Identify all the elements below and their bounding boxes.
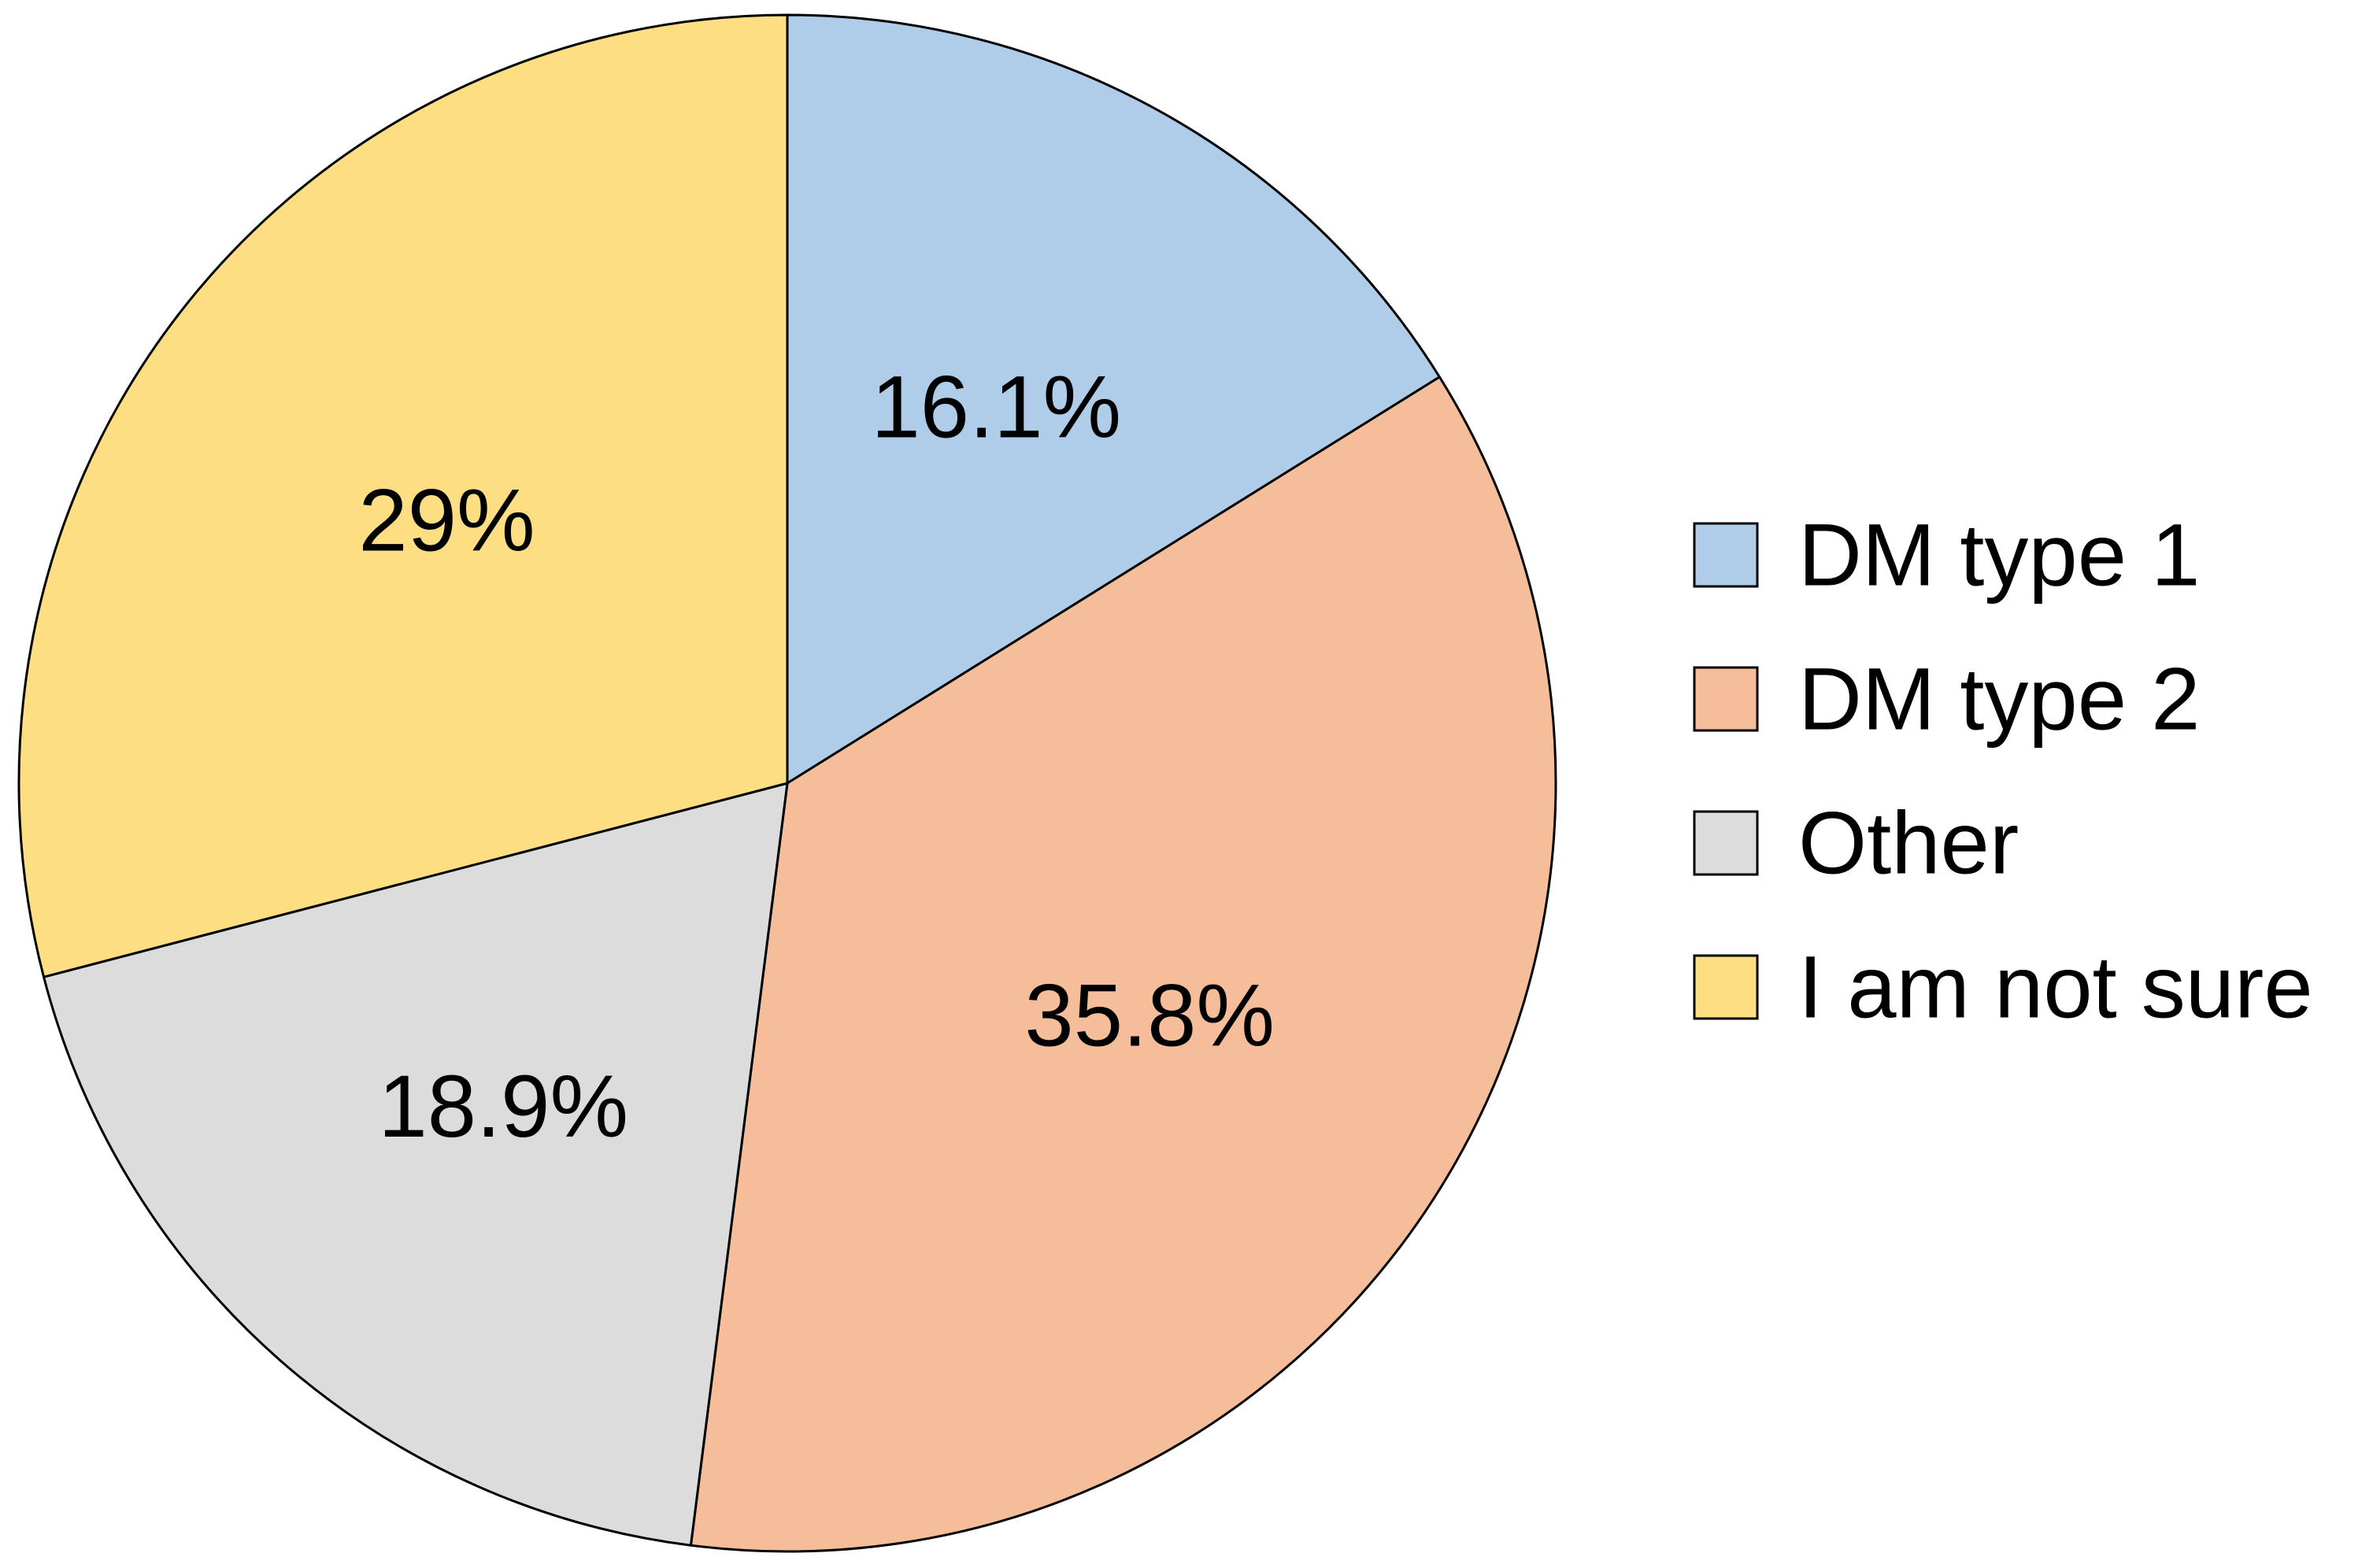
- legend-swatch: [1693, 666, 1759, 732]
- legend-label: DM type 2: [1798, 650, 2200, 749]
- legend-swatch: [1693, 954, 1759, 1020]
- pie-slice-value-label: 35.8%: [1024, 966, 1275, 1064]
- pie-slice-dm-type-2: [689, 375, 1557, 1553]
- legend-label: DM type 1: [1798, 506, 2200, 605]
- legend-item-dm-type-2: DM type 2: [1693, 650, 2200, 749]
- legend-item-dm-type-1: DM type 1: [1693, 506, 2200, 605]
- pie-slice-labels: 16.1% 35.8% 18.9% 29%: [358, 358, 1275, 1156]
- legend-label: I am not sure: [1798, 938, 2313, 1037]
- legend-swatch: [1693, 522, 1759, 588]
- legend-swatch: [1693, 810, 1759, 876]
- legend: DM type 1 DM type 2 Other I am not sure: [1693, 506, 2313, 1037]
- legend-item-other: Other: [1693, 794, 2019, 893]
- legend-label: Other: [1798, 794, 2019, 893]
- legend-item-i-am-not-sure: I am not sure: [1693, 938, 2313, 1037]
- pie-slice-value-label: 16.1%: [872, 358, 1122, 457]
- pie-slice-dm-type-1: [786, 13, 1441, 785]
- pie-slice-value-label: 29%: [358, 471, 535, 569]
- pie-slice-other: [43, 782, 789, 1547]
- pie-slices: [17, 13, 1557, 1553]
- pie-slice-value-label: 18.9%: [378, 1057, 628, 1156]
- pie-slice-i-am-not-sure: [17, 13, 789, 978]
